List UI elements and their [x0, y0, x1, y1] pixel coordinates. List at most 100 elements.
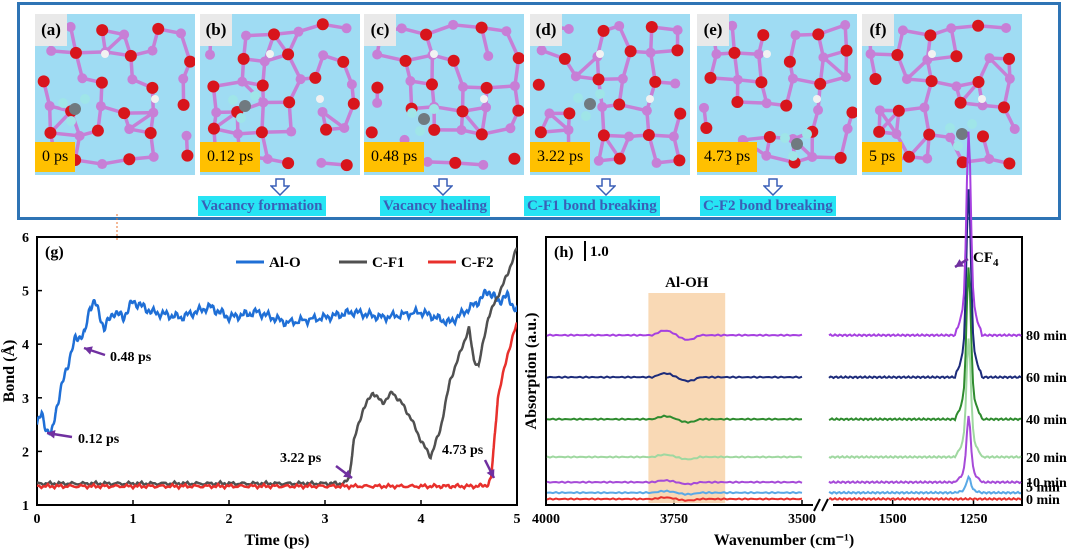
o-atom — [282, 157, 295, 170]
o-atom — [95, 76, 108, 89]
h-atom — [813, 95, 821, 103]
h-atom — [430, 50, 438, 58]
o-atom — [207, 80, 220, 93]
al-atom — [946, 23, 957, 34]
spectrum-line — [828, 131, 1022, 338]
snapshot-label: (b) — [200, 14, 232, 46]
o-atom — [144, 126, 157, 139]
o-atom — [316, 18, 329, 31]
o-atom — [642, 129, 655, 142]
o-atom — [674, 107, 687, 120]
o-atom — [267, 28, 280, 41]
al-atom — [813, 105, 824, 116]
f-atom — [250, 91, 260, 101]
al-atom — [874, 105, 885, 116]
o-atom — [924, 29, 937, 42]
o-atom — [428, 123, 441, 136]
al-atom — [732, 74, 743, 85]
arrowhead-icon — [955, 259, 964, 267]
al-atom — [147, 45, 158, 56]
o-atom — [371, 81, 384, 94]
c-atom — [69, 103, 81, 115]
al-atom — [727, 20, 738, 31]
axis-break-mark — [813, 498, 821, 512]
annotation-label: 0.48 ps — [110, 350, 152, 365]
al-atom — [127, 74, 138, 85]
arrow-shape — [270, 178, 290, 196]
al-atom — [614, 20, 625, 31]
o-atom — [44, 126, 57, 139]
x-tick-label: 1 — [130, 512, 137, 527]
al-atom — [1004, 73, 1015, 84]
event-label: C-F1 bond breaking — [524, 196, 660, 216]
o-atom — [671, 44, 684, 57]
o-atom — [534, 126, 547, 139]
annotation-label: 3.22 ps — [280, 451, 322, 466]
al-atom — [317, 106, 328, 117]
snapshot-time-tag: 3.22 ps — [530, 142, 591, 172]
al-atom — [258, 97, 269, 108]
o-atom — [69, 46, 82, 59]
x-tick-label: 5 — [514, 512, 521, 527]
snapshot-panel: (e) 4.73 ps — [697, 14, 857, 175]
al-atom — [77, 73, 88, 84]
o-atom — [123, 153, 136, 166]
al-atom — [483, 50, 494, 61]
spectrum-line — [546, 329, 803, 341]
o-atom — [780, 99, 793, 112]
spectrum-line — [546, 496, 803, 502]
o-atom — [613, 98, 626, 111]
al-atom — [478, 159, 489, 170]
f-atom — [58, 98, 68, 108]
o-atom — [700, 122, 713, 135]
o-atom — [340, 159, 353, 172]
spectrum-line — [828, 267, 1022, 422]
x-tick-label: 3 — [322, 512, 329, 527]
al-atom — [293, 26, 304, 37]
x-tick-label: 0 — [34, 512, 41, 527]
al-atom — [237, 76, 248, 87]
al-atom — [984, 53, 995, 64]
al-atom — [232, 128, 243, 139]
al-atom — [699, 102, 710, 113]
o-atom — [456, 105, 469, 118]
y-tick-label: 3 — [22, 392, 29, 407]
o-atom — [425, 78, 438, 91]
al-oh-highlight — [648, 293, 726, 503]
snapshot-label: (c) — [364, 14, 396, 46]
o-atom — [475, 21, 488, 34]
x-axis-label: Time (ps) — [244, 532, 309, 549]
o-atom — [597, 24, 610, 37]
al-atom — [501, 26, 512, 37]
o-atom — [283, 96, 296, 109]
al-atom — [422, 156, 433, 167]
snapshot-time-tag: 0.12 ps — [200, 142, 261, 172]
o-atom — [846, 106, 857, 119]
al-atom — [761, 150, 772, 161]
series-label: 80 min — [1026, 329, 1067, 344]
al-atom — [346, 79, 357, 90]
o-atom — [512, 104, 524, 117]
al-atom — [372, 97, 383, 108]
series-label: 10 min — [1026, 476, 1067, 491]
al-atom — [563, 124, 574, 135]
snapshot-panel: (f) 5 ps — [862, 14, 1022, 175]
o-atom — [91, 124, 104, 137]
al-atom — [624, 131, 635, 142]
al-atom — [897, 25, 908, 36]
o-atom — [337, 55, 350, 68]
h-atom — [316, 95, 324, 103]
f-atom — [228, 95, 238, 105]
h-atom — [978, 95, 986, 103]
o-atom — [237, 52, 250, 65]
al-atom — [984, 153, 995, 164]
f-atom — [80, 94, 90, 104]
x-tick-label: 2 — [226, 512, 233, 527]
snapshot-time-tag: 5 ps — [862, 142, 903, 172]
al-atom — [316, 157, 327, 168]
o-atom — [998, 101, 1011, 114]
al-atom — [790, 30, 801, 41]
o-atom — [508, 152, 521, 165]
al-atom — [95, 101, 106, 112]
snapshot-panel: (b) 0.12 ps — [200, 14, 360, 175]
